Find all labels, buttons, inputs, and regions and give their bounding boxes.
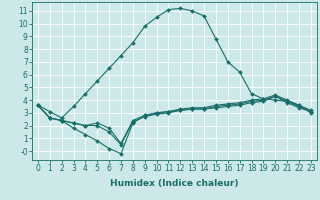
X-axis label: Humidex (Indice chaleur): Humidex (Indice chaleur) (110, 179, 239, 188)
